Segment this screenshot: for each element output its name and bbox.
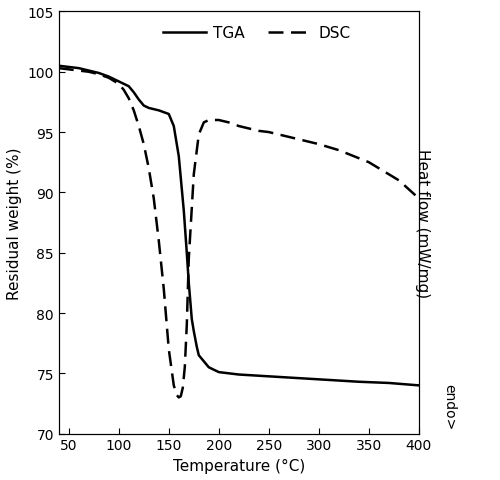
DSC [221,119,227,125]
TGA [184,250,190,256]
X-axis label: Temperature (°C): Temperature (°C) [172,458,305,473]
DSC [151,196,157,202]
DSC [166,347,172,352]
DSC [191,172,197,178]
DSC [176,395,182,400]
DSC [246,126,252,132]
DSC [316,142,322,148]
TGA [166,112,172,118]
DSC [180,385,186,391]
TGA [141,103,147,109]
TGA [86,69,91,74]
DSC [366,160,372,166]
TGA [356,379,362,385]
DSC [186,256,192,262]
DSC [116,82,122,87]
TGA [106,74,112,80]
DSC [178,394,184,399]
TGA [126,84,132,90]
DSC [226,120,232,126]
TGA [256,373,262,379]
TGA [76,66,82,72]
TGA [216,370,222,375]
TGA [416,383,422,388]
TGA [191,328,197,334]
DSC [86,70,91,75]
TGA [136,97,142,103]
TGA [171,124,177,130]
DSC [336,148,342,154]
DSC [171,383,177,388]
Line: DSC: DSC [58,69,419,397]
DSC [121,88,127,94]
DSC [131,108,137,114]
DSC [126,96,132,102]
TGA [386,380,392,386]
DSC [182,365,188,371]
TGA [181,208,187,214]
DSC [296,137,302,143]
Legend: TGA, DSC: TGA, DSC [157,20,356,47]
TGA [176,154,182,160]
TGA [206,365,212,371]
DSC [174,392,180,398]
DSC [141,142,147,148]
TGA [186,280,192,286]
DSC [236,124,242,130]
TGA [226,371,232,376]
TGA [66,65,71,71]
TGA [296,375,302,381]
Y-axis label: Heat flow (mW/mg): Heat flow (mW/mg) [415,149,430,298]
DSC [256,129,262,134]
Line: TGA: TGA [58,67,419,385]
DSC [156,238,162,244]
DSC [211,118,217,124]
DSC [146,166,152,172]
TGA [316,377,322,383]
DSC [266,130,272,136]
TGA [196,353,202,359]
TGA [156,108,162,114]
DSC [416,196,422,202]
TGA [96,71,102,77]
DSC [56,66,62,72]
TGA [146,106,152,111]
DSC [76,69,82,74]
DSC [216,118,222,124]
DSC [201,120,207,126]
TGA [236,372,242,378]
DSC [196,132,202,138]
TGA [131,90,137,96]
DSC [66,67,71,73]
TGA [189,316,195,322]
TGA [194,344,200,350]
TGA [211,367,217,373]
DSC [161,287,167,292]
DSC [136,124,142,130]
Text: endo>: endo> [442,384,456,430]
DSC [276,132,282,138]
DSC [396,178,402,184]
DSC [96,72,102,78]
DSC [286,135,292,141]
TGA [276,374,282,380]
TGA [201,359,207,364]
DSC [184,323,190,328]
Y-axis label: Residual weight (%): Residual weight (%) [7,147,22,299]
DSC [106,76,112,82]
TGA [56,64,62,70]
DSC [206,118,212,124]
TGA [116,79,122,85]
